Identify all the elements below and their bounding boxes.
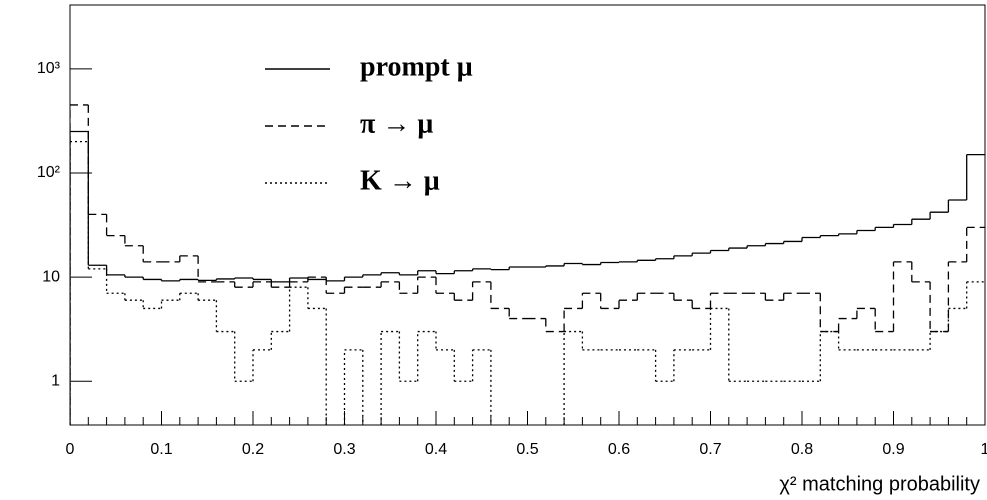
legend-label: K → μ <box>360 165 440 196</box>
x-axis-label: χ² matching probability <box>779 473 980 495</box>
x-tick-label: 0.2 <box>242 441 264 458</box>
x-tick-label: 0.8 <box>791 441 813 458</box>
y-tick-label: 10 <box>42 268 60 285</box>
x-tick-label: 0.7 <box>699 441 721 458</box>
x-tick-label: 0.3 <box>333 441 355 458</box>
plot-frame <box>69 4 986 426</box>
y-tick-label: 10³ <box>37 60 61 77</box>
x-tick-label: 1 <box>981 441 987 458</box>
legend-label: π → μ <box>360 108 433 139</box>
x-tick-label: 0.9 <box>882 441 904 458</box>
x-tick-label: 0.1 <box>150 441 172 458</box>
y-tick-label: 1 <box>51 372 60 389</box>
x-tick-label: 0.4 <box>425 441 447 458</box>
x-tick-label: 0.5 <box>516 441 538 458</box>
legend-label: prompt μ <box>360 51 473 82</box>
plot-area <box>70 104 985 425</box>
x-tick-label: 0 <box>66 441 75 458</box>
x-tick-label: 0.6 <box>608 441 630 458</box>
y-tick-label: 10² <box>37 164 61 181</box>
